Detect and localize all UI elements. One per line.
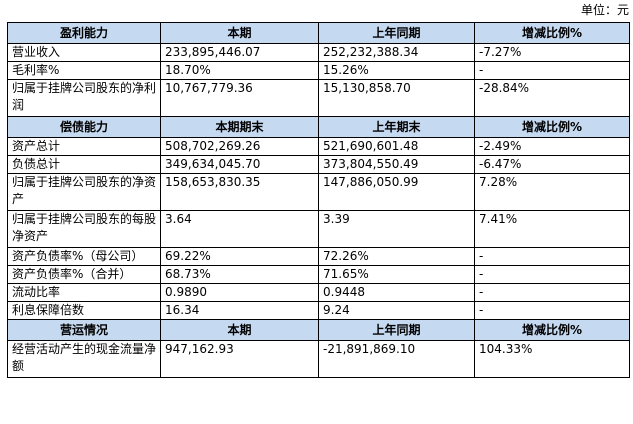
column-header: 增减比例% bbox=[474, 22, 630, 44]
value-cell: -21,891,869.10 bbox=[318, 340, 475, 378]
table-row: 经营活动产生的现金流量净额 947,162.93 -21,891,869.10 104… bbox=[7, 340, 630, 378]
value-cell: 947,162.93 bbox=[160, 340, 319, 378]
table-row: 资产负债率%（母公司） 69.22% 72.26% - bbox=[7, 247, 630, 266]
value-cell: 18.70% bbox=[160, 61, 319, 80]
row-label: 归属于挂牌公司股东的净资产 bbox=[7, 173, 161, 211]
row-label: 归属于挂牌公司股东的每股净资产 bbox=[7, 210, 161, 248]
operations-section-header-row: 营运情况 本期 上年同期 增减比例% bbox=[7, 319, 630, 341]
value-cell: -28.84% bbox=[474, 79, 630, 117]
value-cell: - bbox=[474, 61, 630, 80]
value-cell: 3.64 bbox=[160, 210, 319, 248]
table-row: 毛利率% 18.70% 15.26% - bbox=[7, 61, 630, 80]
value-cell: 15.26% bbox=[318, 61, 475, 80]
row-label: 经营活动产生的现金流量净额 bbox=[7, 340, 161, 378]
value-cell: - bbox=[474, 265, 630, 284]
value-cell: 72.26% bbox=[318, 247, 475, 266]
unit-label: 单位：元 bbox=[580, 3, 629, 17]
value-cell: 9.24 bbox=[318, 301, 475, 320]
row-label: 流动比率 bbox=[7, 283, 161, 302]
column-header: 本期期末 bbox=[160, 116, 319, 138]
row-label: 利息保障倍数 bbox=[7, 301, 161, 320]
table-row: 流动比率 0.9890 0.9448- bbox=[7, 283, 630, 302]
table-body: 盈利能力 本期 上年同期 增减比例% 营业收入 233,895,446.07 252,232… bbox=[7, 22, 630, 378]
column-header: 上年期末 bbox=[318, 116, 475, 138]
row-label: 归属于挂牌公司股东的净利润 bbox=[7, 79, 161, 117]
row-label: 负债总计 bbox=[7, 155, 161, 174]
value-cell: 147,886,050.99 bbox=[318, 173, 475, 211]
column-header: 上年同期 bbox=[318, 319, 475, 341]
column-header: 上年同期 bbox=[318, 22, 475, 44]
value-cell: 69.22% bbox=[160, 247, 319, 266]
value-cell: 3.39 bbox=[318, 210, 475, 248]
value-cell: -6.47% bbox=[474, 155, 630, 174]
column-header: 增减比例% bbox=[474, 319, 630, 341]
value-cell: 7.41% bbox=[474, 210, 630, 248]
column-header: 营运情况 bbox=[7, 319, 161, 341]
value-cell: 521,690,601.48 bbox=[318, 137, 475, 156]
value-cell: 10,767,779.36 bbox=[160, 79, 319, 117]
table-row: 利息保障倍数 16.34 9.24- bbox=[7, 301, 630, 320]
value-cell: 252,232,388.34 bbox=[318, 43, 475, 62]
column-header: 偿债能力 bbox=[7, 116, 161, 138]
solvency-section-header-row: 偿债能力 本期期末 上年期末 增减比例% bbox=[7, 116, 630, 138]
table-row: 负债总计 349,634,045.70 373,804,550.49 -6.47% bbox=[7, 155, 630, 174]
value-cell: 158,653,830.35 bbox=[160, 173, 319, 211]
value-cell: 68.73% bbox=[160, 265, 319, 284]
table-row: 归属于挂牌公司股东的净资产 158,653,830.35 147,886,050.9… bbox=[7, 173, 630, 211]
column-header: 盈利能力 bbox=[7, 22, 161, 44]
value-cell: - bbox=[474, 247, 630, 266]
column-header: 本期 bbox=[160, 22, 319, 44]
row-label: 营业收入 bbox=[7, 43, 161, 62]
row-label: 资产负债率%（母公司） bbox=[7, 247, 161, 266]
value-cell: -7.27% bbox=[474, 43, 630, 62]
column-header: 本期 bbox=[160, 319, 319, 341]
profitability-section-header-row: 盈利能力 本期 上年同期 增减比例% bbox=[7, 22, 630, 44]
row-label: 资产负债率%（合并） bbox=[7, 265, 161, 284]
value-cell: 71.65% bbox=[318, 265, 475, 284]
column-header: 增减比例% bbox=[474, 116, 630, 138]
value-cell: 233,895,446.07 bbox=[160, 43, 319, 62]
table-row: 归属于挂牌公司股东的净利润 10,767,779.36 15,130,858.70-… bbox=[7, 79, 630, 117]
value-cell: 7.28% bbox=[474, 173, 630, 211]
value-cell: 16.34 bbox=[160, 301, 319, 320]
value-cell: 15,130,858.70 bbox=[318, 79, 475, 117]
row-label: 毛利率% bbox=[7, 61, 161, 80]
value-cell: 0.9448 bbox=[318, 283, 475, 302]
value-cell: - bbox=[474, 301, 630, 320]
financial-summary-table: 盈利能力 本期 上年同期 增减比例% 营业收入 233,895,446.07 252,232… bbox=[7, 22, 630, 378]
value-cell: -2.49% bbox=[474, 137, 630, 156]
value-cell: 373,804,550.49 bbox=[318, 155, 475, 174]
value-cell: 508,702,269.26 bbox=[160, 137, 319, 156]
table-row: 归属于挂牌公司股东的每股净资产 3.64 3.39 7.41% bbox=[7, 210, 630, 248]
value-cell: 104.33% bbox=[474, 340, 630, 378]
table-row: 营业收入 233,895,446.07 252,232,388.34 -7.27% bbox=[7, 43, 630, 62]
value-cell: 349,634,045.70 bbox=[160, 155, 319, 174]
value-cell: 0.9890 bbox=[160, 283, 319, 302]
row-label: 资产总计 bbox=[7, 137, 161, 156]
table-row: 资产负债率%（合并） 68.73% 71.65% - bbox=[7, 265, 630, 284]
table-row: 资产总计 508,702,269.26 521,690,601.48 -2.49% bbox=[7, 137, 630, 156]
value-cell: - bbox=[474, 283, 630, 302]
